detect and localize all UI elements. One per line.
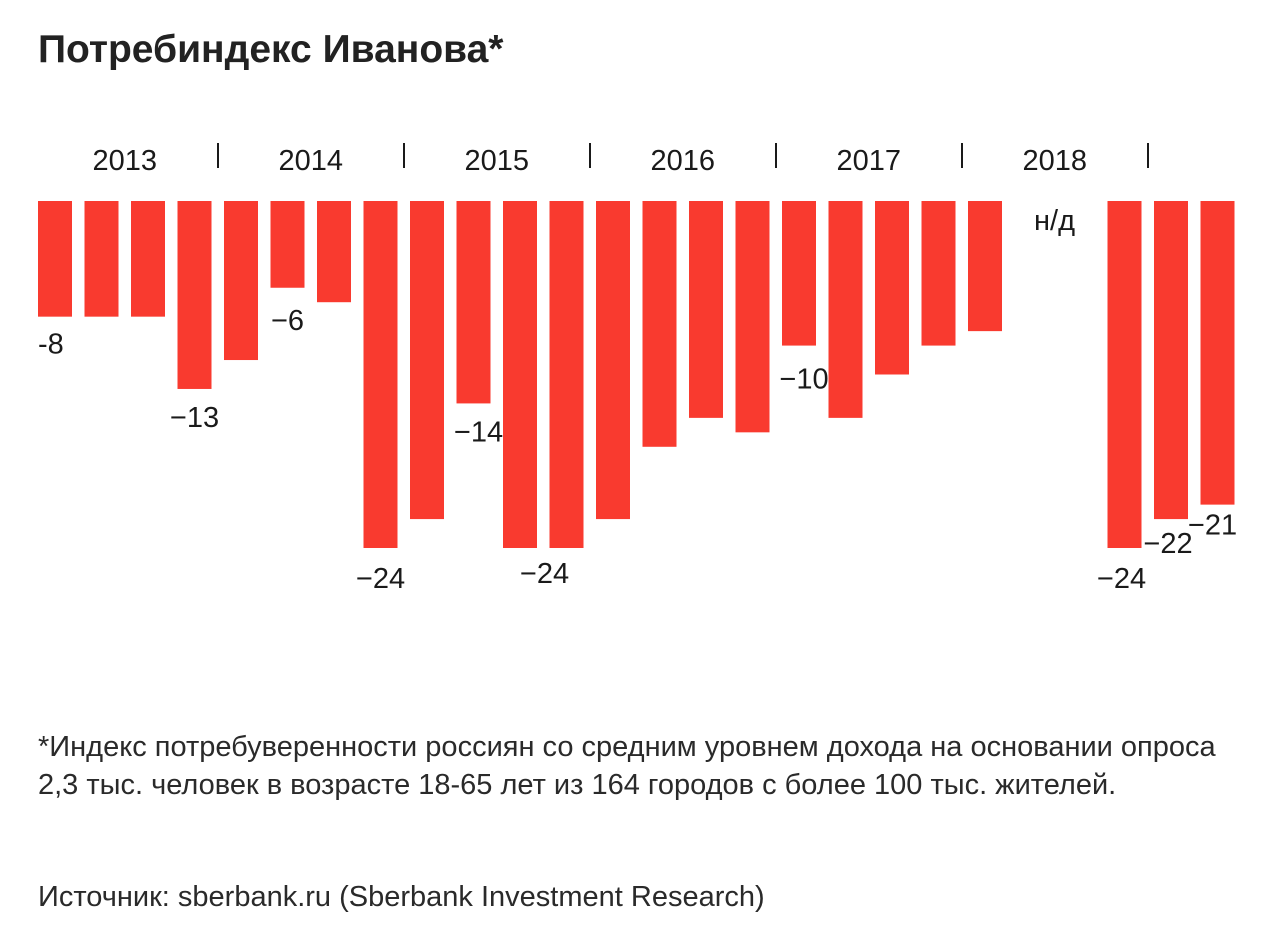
bar bbox=[177, 201, 212, 389]
chart-title: Потребиндекс Иванова* bbox=[38, 28, 504, 71]
bar bbox=[410, 201, 444, 520]
data-label: −21 bbox=[1188, 510, 1237, 542]
year-label: 2016 bbox=[650, 145, 715, 177]
bar bbox=[224, 201, 258, 361]
source-note: Источник: sberbank.ru (Sberbank Investme… bbox=[38, 881, 765, 913]
bar bbox=[456, 201, 491, 404]
bar bbox=[735, 201, 770, 433]
bar bbox=[828, 201, 863, 418]
year-label: 2017 bbox=[836, 145, 901, 177]
bar bbox=[270, 201, 305, 288]
year-label: 2013 bbox=[92, 145, 157, 177]
bar bbox=[921, 201, 956, 346]
bar bbox=[968, 201, 1002, 332]
bar bbox=[84, 201, 119, 317]
bar bbox=[317, 201, 351, 303]
data-label: −24 bbox=[520, 558, 569, 590]
bar bbox=[1107, 201, 1142, 548]
bar bbox=[503, 201, 537, 548]
bar bbox=[38, 201, 72, 317]
data-label: -8 bbox=[38, 329, 64, 361]
year-label: 2014 bbox=[278, 145, 343, 177]
bar bbox=[642, 201, 677, 447]
data-label: −14 bbox=[454, 416, 503, 448]
bar bbox=[549, 201, 584, 548]
bar bbox=[1154, 201, 1188, 520]
bar bbox=[596, 201, 630, 520]
data-label: −24 bbox=[356, 563, 405, 595]
missing-data-label: н/д bbox=[1034, 205, 1075, 237]
bar bbox=[875, 201, 909, 375]
data-label: −6 bbox=[271, 305, 304, 337]
bar bbox=[131, 201, 165, 317]
data-label: −22 bbox=[1143, 528, 1192, 560]
data-label: −13 bbox=[170, 402, 219, 434]
data-label: −10 bbox=[779, 364, 828, 396]
year-label: 2015 bbox=[464, 145, 529, 177]
bar bbox=[1200, 201, 1235, 505]
bar bbox=[363, 201, 398, 548]
data-label: −24 bbox=[1097, 563, 1146, 595]
bar bbox=[689, 201, 723, 418]
year-label: 2018 bbox=[1022, 145, 1087, 177]
bar bbox=[782, 201, 816, 346]
footnote: *Индекс потребуверенности россиян со сре… bbox=[38, 731, 1216, 801]
